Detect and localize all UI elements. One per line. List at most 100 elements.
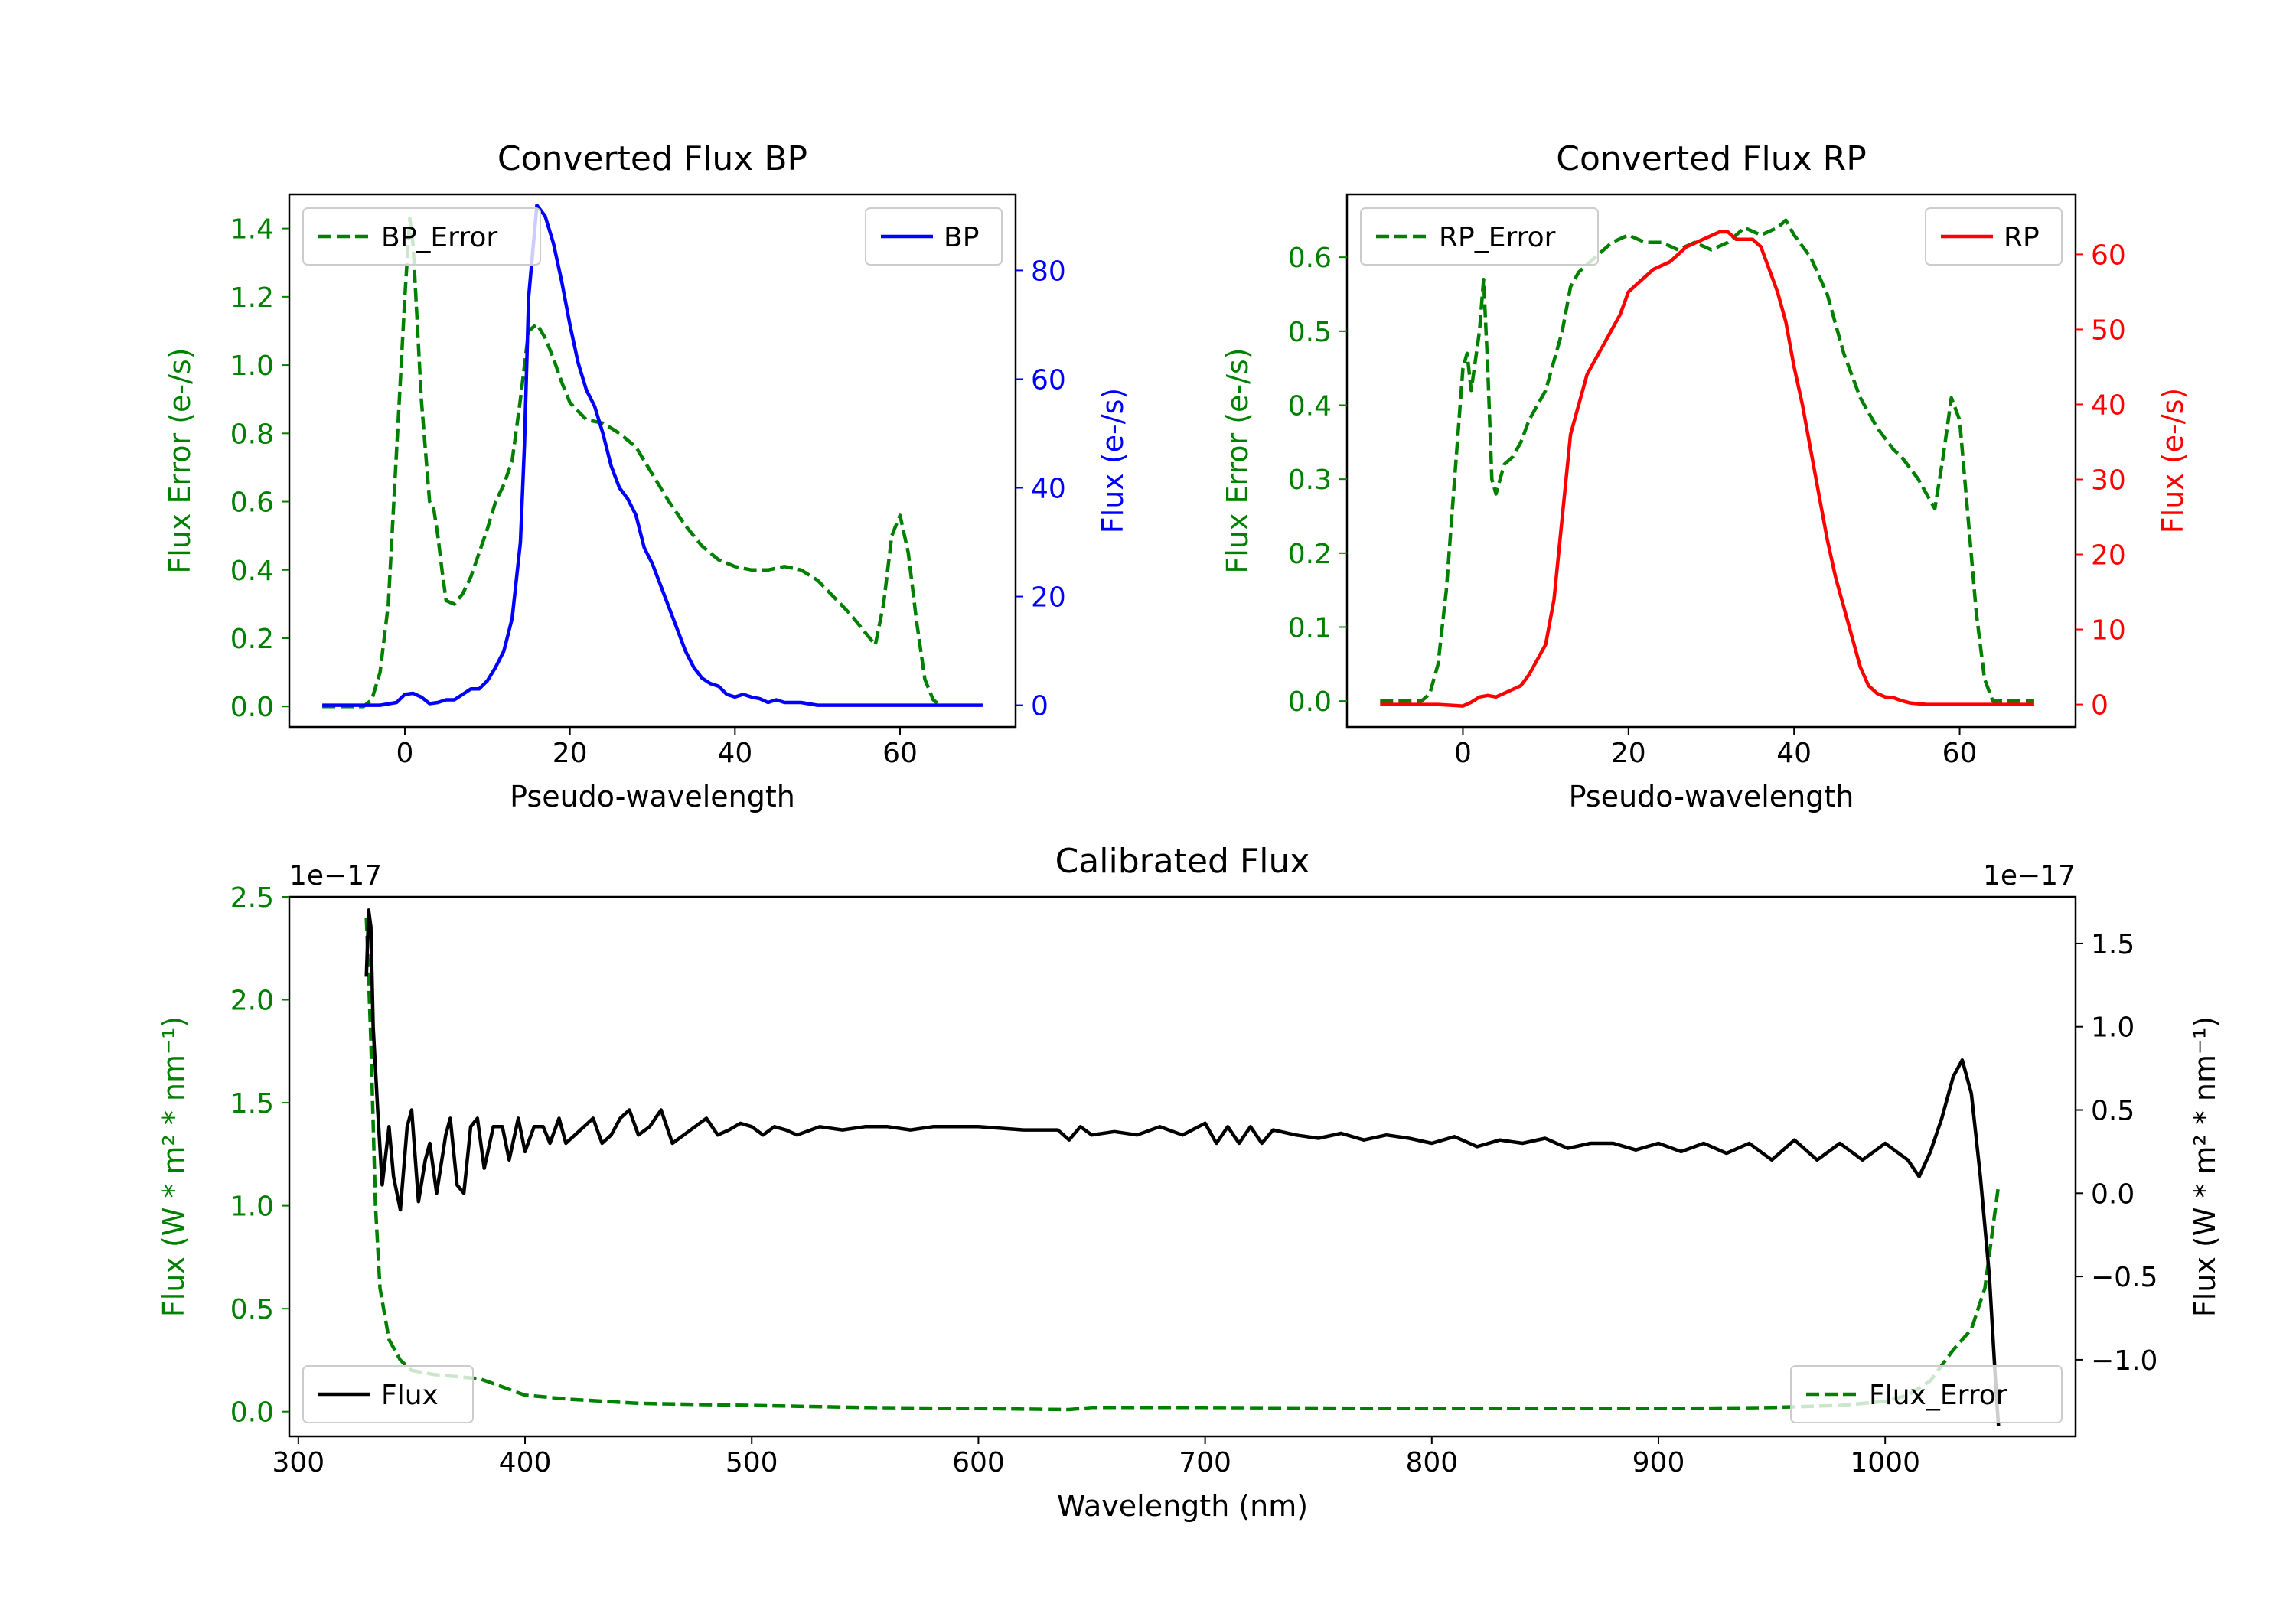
x-axis-label: Pseudo-wavelength bbox=[1569, 780, 1854, 813]
x-tick-label: 40 bbox=[717, 738, 752, 769]
x-tick-label: 900 bbox=[1632, 1447, 1685, 1478]
y-left-axis-label: Flux (W * m² * nm⁻¹) bbox=[157, 1016, 191, 1317]
y-left-tick-label: 0.4 bbox=[230, 556, 274, 587]
series-group bbox=[322, 203, 983, 709]
y-right-tick-label: 1.0 bbox=[2091, 1012, 2135, 1044]
y-right-tick-label: 1.5 bbox=[2091, 929, 2135, 960]
series-line-rp bbox=[1380, 230, 2034, 708]
legend-flux-error: Flux_Error bbox=[1790, 1365, 2063, 1423]
y-left-tick-label: 0.6 bbox=[1288, 243, 1332, 274]
x-tick-label: 700 bbox=[1179, 1447, 1231, 1478]
legend-rp: RP bbox=[1925, 207, 2063, 266]
x-tick-label: 800 bbox=[1405, 1447, 1458, 1478]
y-right-tick-label: −0.5 bbox=[2091, 1262, 2157, 1293]
axes-frame bbox=[288, 895, 2077, 1438]
x-tick-label: 20 bbox=[1611, 738, 1646, 769]
chart-title: Calibrated Flux bbox=[1055, 842, 1310, 881]
y-left-tick-label: 0.2 bbox=[1288, 539, 1332, 570]
y-left-tick-label: 0.0 bbox=[230, 1397, 274, 1429]
y-left-tick-label: 0.5 bbox=[230, 1294, 274, 1325]
y-right-tick-label: 0 bbox=[1031, 691, 1049, 722]
y-right-tick-label: 10 bbox=[2091, 615, 2126, 647]
y-right-tick-label: 40 bbox=[1031, 474, 1066, 505]
series-line-flux bbox=[364, 908, 2001, 1427]
y-left-tick-label: 1.2 bbox=[230, 282, 274, 314]
y-left-tick-label: 1.4 bbox=[230, 214, 274, 246]
x-tick-label: 0 bbox=[396, 738, 414, 769]
y-right-tick-label: 50 bbox=[2091, 315, 2126, 346]
y-right-axis-label: Flux (e-/s) bbox=[2156, 388, 2190, 533]
y-left-tick-label: 0.1 bbox=[1288, 613, 1332, 644]
y-left-tick-label: 0.5 bbox=[1288, 317, 1332, 348]
legend-label: RP_Error bbox=[1439, 222, 1556, 253]
y-left-tick-label: 0.2 bbox=[230, 624, 274, 655]
x-tick-label: 400 bbox=[499, 1447, 552, 1478]
series-group bbox=[1380, 218, 2034, 708]
y-left-tick-label: 0.0 bbox=[230, 692, 274, 723]
x-tick-label: 600 bbox=[952, 1447, 1005, 1478]
y-right-tick-label: 60 bbox=[1031, 364, 1066, 396]
y-right-tick-label: 0.5 bbox=[2091, 1096, 2135, 1127]
legend-label: RP bbox=[2004, 222, 2040, 253]
y-right-tick-label: 0 bbox=[2091, 690, 2108, 722]
series-line-flux-error bbox=[364, 917, 2001, 1412]
legend-box bbox=[1925, 207, 2063, 266]
y-right-tick-label: 20 bbox=[1031, 582, 1066, 614]
y-right-axis-label: Flux (W * m² * nm⁻¹) bbox=[2188, 1016, 2222, 1317]
y-left-tick-label: 2.5 bbox=[230, 882, 274, 914]
y-left-axis-label: Flux Error (e-/s) bbox=[163, 347, 197, 573]
legend-label: BP bbox=[944, 222, 979, 253]
chart-calibrated: 300 400 500 600 700 800 900 1000 0.0 0.5 1.0 1.5 2.0… bbox=[157, 842, 2222, 1523]
chart-bp: 0 20 40 60 0.0 0.2 0.4 0.6 0.8 1.0 1.2 1.4 0 20 40 60 80… bbox=[163, 139, 1130, 813]
y-left-tick-label: 0.0 bbox=[1288, 686, 1332, 718]
x-tick-label: 60 bbox=[882, 738, 918, 769]
y-right-tick-label: 80 bbox=[1031, 256, 1066, 287]
legend-label: BP_Error bbox=[381, 222, 497, 253]
legend-rp-error: RP_Error bbox=[1360, 207, 1599, 266]
legend-bp: BP bbox=[865, 207, 1003, 266]
y-right-tick-label: −1.0 bbox=[2091, 1345, 2157, 1377]
y-left-tick-label: 1.0 bbox=[230, 350, 274, 382]
y-right-axis-label: Flux (e-/s) bbox=[1096, 388, 1130, 533]
x-tick-label: 500 bbox=[726, 1447, 778, 1478]
legend-label: Flux_Error bbox=[1869, 1380, 2007, 1411]
plots-layer: 0 20 40 60 0.0 0.2 0.4 0.6 0.8 1.0 1.2 1.4 0 20 40 60 80… bbox=[157, 139, 2222, 1523]
legend-bp-error: BP_Error bbox=[302, 207, 541, 266]
legend-box bbox=[302, 207, 541, 266]
y-left-tick-label: 2.0 bbox=[230, 986, 274, 1017]
x-tick-label: 20 bbox=[553, 738, 588, 769]
x-axis-label: Wavelength (nm) bbox=[1057, 1489, 1308, 1523]
x-tick-label: 1000 bbox=[1850, 1447, 1920, 1478]
x-tick-label: 0 bbox=[1454, 738, 1472, 769]
y-left-tick-label: 0.6 bbox=[230, 487, 274, 519]
series-line-rp-error bbox=[1380, 218, 2034, 703]
x-axis-label: Pseudo-wavelength bbox=[510, 780, 795, 813]
y-left-tick-label: 1.5 bbox=[230, 1088, 274, 1120]
y-right-tick-label: 0.0 bbox=[2091, 1178, 2135, 1210]
y-left-tick-label: 1.0 bbox=[230, 1191, 274, 1223]
legend-box bbox=[865, 207, 1003, 266]
chart-title: Converted Flux BP bbox=[497, 139, 807, 178]
x-tick-label: 60 bbox=[1942, 738, 1978, 769]
legend-box bbox=[1360, 207, 1599, 266]
axes-frame bbox=[288, 193, 1017, 729]
series-line-bp bbox=[322, 203, 983, 707]
series-group bbox=[364, 908, 2001, 1427]
legend-box bbox=[302, 1365, 474, 1423]
y-right-tick-label: 30 bbox=[2091, 465, 2126, 497]
legend-box bbox=[1790, 1365, 2063, 1423]
chart-title: Converted Flux RP bbox=[1556, 139, 1867, 178]
y-right-tick-label: 40 bbox=[2091, 390, 2126, 421]
y-left-axis-label: Flux Error (e-/s) bbox=[1221, 347, 1254, 573]
legend-label: Flux bbox=[381, 1380, 439, 1411]
y-left-tick-label: 0.3 bbox=[1288, 464, 1332, 496]
y-left-tick-label: 0.8 bbox=[230, 419, 274, 450]
x-tick-label: 300 bbox=[272, 1447, 325, 1478]
y-right-tick-label: 20 bbox=[2091, 540, 2126, 572]
x-tick-label: 40 bbox=[1776, 738, 1812, 769]
y-left-offset-text: 1e−17 bbox=[289, 860, 382, 892]
y-left-tick-label: 0.4 bbox=[1288, 391, 1332, 422]
legend-flux: Flux bbox=[302, 1365, 474, 1423]
